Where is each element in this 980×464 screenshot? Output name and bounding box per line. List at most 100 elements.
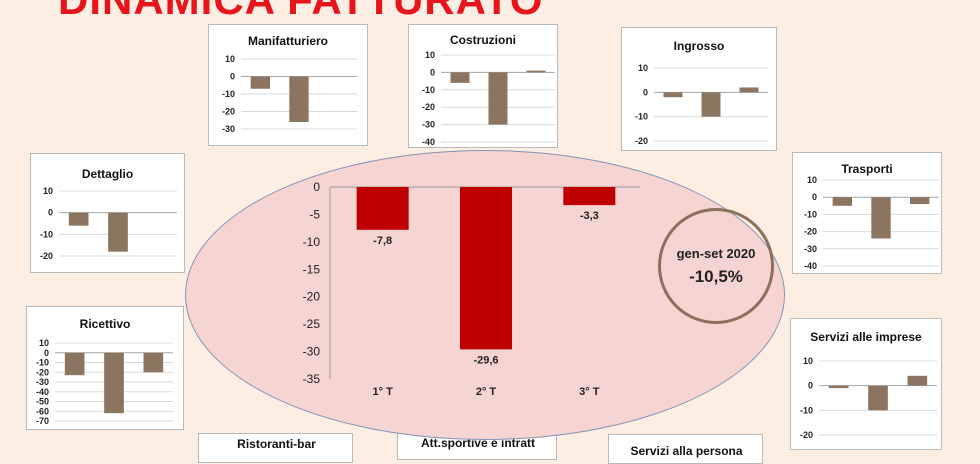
bar xyxy=(910,197,930,205)
bar xyxy=(108,212,128,252)
y-tick-label: -10 xyxy=(40,229,53,239)
y-tick-label: -30 xyxy=(804,244,817,254)
y-tick-label: -20 xyxy=(800,430,813,440)
y-tick-label: 0 xyxy=(44,348,49,358)
y-tick-label: -40 xyxy=(804,261,817,271)
bar xyxy=(739,87,759,93)
y-tick-label: -50 xyxy=(36,397,49,407)
panel-title: Costruzioni xyxy=(450,33,516,47)
y-tick-label: -20 xyxy=(422,102,435,112)
sector-chart-dettaglio: Dettaglio 10 0 -10 -20 xyxy=(40,167,177,261)
data-label: -7,8 xyxy=(373,235,392,247)
bar xyxy=(143,352,164,373)
bar xyxy=(64,352,85,376)
panel-title: Servizi alle imprese xyxy=(810,330,922,344)
y-tick-label: -20 xyxy=(36,367,49,377)
panel-title: Dettaglio xyxy=(82,167,133,181)
y-tick-label: -10 xyxy=(804,209,817,219)
y-tick-label: -35 xyxy=(303,372,321,386)
sector-chart-ingrosso: Ingrosso 10 0 -10 -20 xyxy=(635,39,768,146)
bar xyxy=(828,385,849,389)
panel-costruzioni: Costruzioni 10 0 -10 -20 -30 -40 xyxy=(408,24,558,148)
sector-chart-trasporti: Trasporti 10 0 -10 -20 -30 -40 xyxy=(804,162,939,271)
panel-dettaglio: Dettaglio 10 0 -10 -20 xyxy=(30,153,185,273)
y-tick-label: -70 xyxy=(36,416,49,426)
y-tick-label: -30 xyxy=(222,124,235,134)
bar xyxy=(488,72,508,125)
bar xyxy=(68,212,89,226)
year-total-badge: gen-set 2020 -10,5% xyxy=(658,208,774,324)
page-title: DINAMICA FATTURATO xyxy=(58,0,543,22)
bar xyxy=(104,352,124,414)
data-label: -3,3 xyxy=(580,210,599,222)
badge-period: gen-set 2020 xyxy=(676,245,756,261)
panel-title: Trasporti xyxy=(841,162,892,176)
panel-servizi-imprese: Servizi alle imprese 10 0 -10 -20 xyxy=(790,318,942,450)
sector-chart-manifatturiero: Manifatturiero 10 0 -10 -20 -30 xyxy=(222,34,357,134)
y-tick-label: 0 xyxy=(230,72,235,82)
central-bar-chart: 0 -5 -10 -15 -20 -25 -30 -35 -7,8 1° T -29,6 2° T -3… xyxy=(303,180,640,398)
panel-title: Ingrosso xyxy=(674,39,725,53)
y-tick-label: -40 xyxy=(422,137,435,147)
x-tick-label: 2° T xyxy=(476,386,497,398)
sector-chart-servizi_imprese: Servizi alle imprese 10 0 -10 -20 xyxy=(800,330,937,440)
bar xyxy=(289,76,309,122)
y-tick-label: -10 xyxy=(635,112,648,122)
y-tick-label: 10 xyxy=(638,63,648,73)
y-tick-label: -20 xyxy=(40,251,53,261)
y-tick-label: -40 xyxy=(36,387,49,397)
y-tick-label: 0 xyxy=(812,192,817,202)
bar xyxy=(871,197,891,239)
bar xyxy=(868,385,888,411)
y-tick-label: -30 xyxy=(303,345,321,359)
x-tick-label: 3° T xyxy=(579,386,600,398)
bar xyxy=(460,187,512,350)
y-tick-label: 10 xyxy=(425,50,435,60)
x-tick-label: 1° T xyxy=(373,386,394,398)
bar xyxy=(563,187,616,206)
y-tick-label: 0 xyxy=(643,87,648,97)
bar xyxy=(356,187,409,230)
y-tick-label: -20 xyxy=(804,227,817,237)
y-tick-label: -10 xyxy=(422,85,435,95)
y-tick-label: -30 xyxy=(36,377,49,387)
bar xyxy=(450,72,470,83)
y-tick-label: 10 xyxy=(39,338,49,348)
y-tick-label: -15 xyxy=(303,262,321,276)
y-tick-label: -20 xyxy=(635,136,648,146)
y-tick-label: -20 xyxy=(222,107,235,117)
y-tick-label: -20 xyxy=(303,290,321,304)
y-tick-label: 0 xyxy=(313,180,320,194)
data-label: -29,6 xyxy=(473,354,498,366)
panel-title: Ricettivo xyxy=(80,317,131,331)
y-tick-label: -25 xyxy=(303,317,321,331)
bar xyxy=(526,70,546,73)
y-tick-label: -5 xyxy=(309,207,320,221)
bar xyxy=(701,92,721,117)
y-tick-label: -10 xyxy=(222,89,235,99)
y-tick-label: 10 xyxy=(803,356,813,366)
panel-ricettivo: Ricettivo 10 0 -10 -20 -30 -40 -50 -60 -70 xyxy=(26,306,184,430)
y-tick-label: 10 xyxy=(225,54,235,64)
y-tick-label: -30 xyxy=(422,120,435,130)
y-tick-label: -60 xyxy=(36,406,49,416)
bar xyxy=(907,375,928,386)
y-tick-label: 0 xyxy=(48,208,53,218)
y-tick-label: 0 xyxy=(808,381,813,391)
panel-manifatturiero: Manifatturiero 10 0 -10 -20 -30 xyxy=(208,24,368,146)
y-tick-label: -10 xyxy=(36,358,49,368)
bar xyxy=(250,76,270,89)
sector-chart-ricettivo: Ricettivo 100-10-20-30-40-50-60-70 xyxy=(36,317,173,426)
sector-chart-costruzioni: Costruzioni 10 0 -10 -20 -30 -40 xyxy=(422,33,555,147)
panel-title: Manifatturiero xyxy=(248,34,328,48)
panel-title: Ristoranti-bar xyxy=(237,437,316,451)
panel-trasporti: Trasporti 10 0 -10 -20 -30 -40 xyxy=(792,152,942,274)
y-tick-label: 0 xyxy=(430,67,435,77)
panel-ingrosso: Ingrosso 10 0 -10 -20 xyxy=(621,27,777,151)
y-tick-label: 10 xyxy=(43,186,53,196)
bar xyxy=(832,197,852,206)
y-tick-label: -10 xyxy=(800,405,813,415)
y-tick-label: -10 xyxy=(303,235,321,249)
y-tick-label: 10 xyxy=(807,175,817,185)
bar xyxy=(663,92,683,98)
